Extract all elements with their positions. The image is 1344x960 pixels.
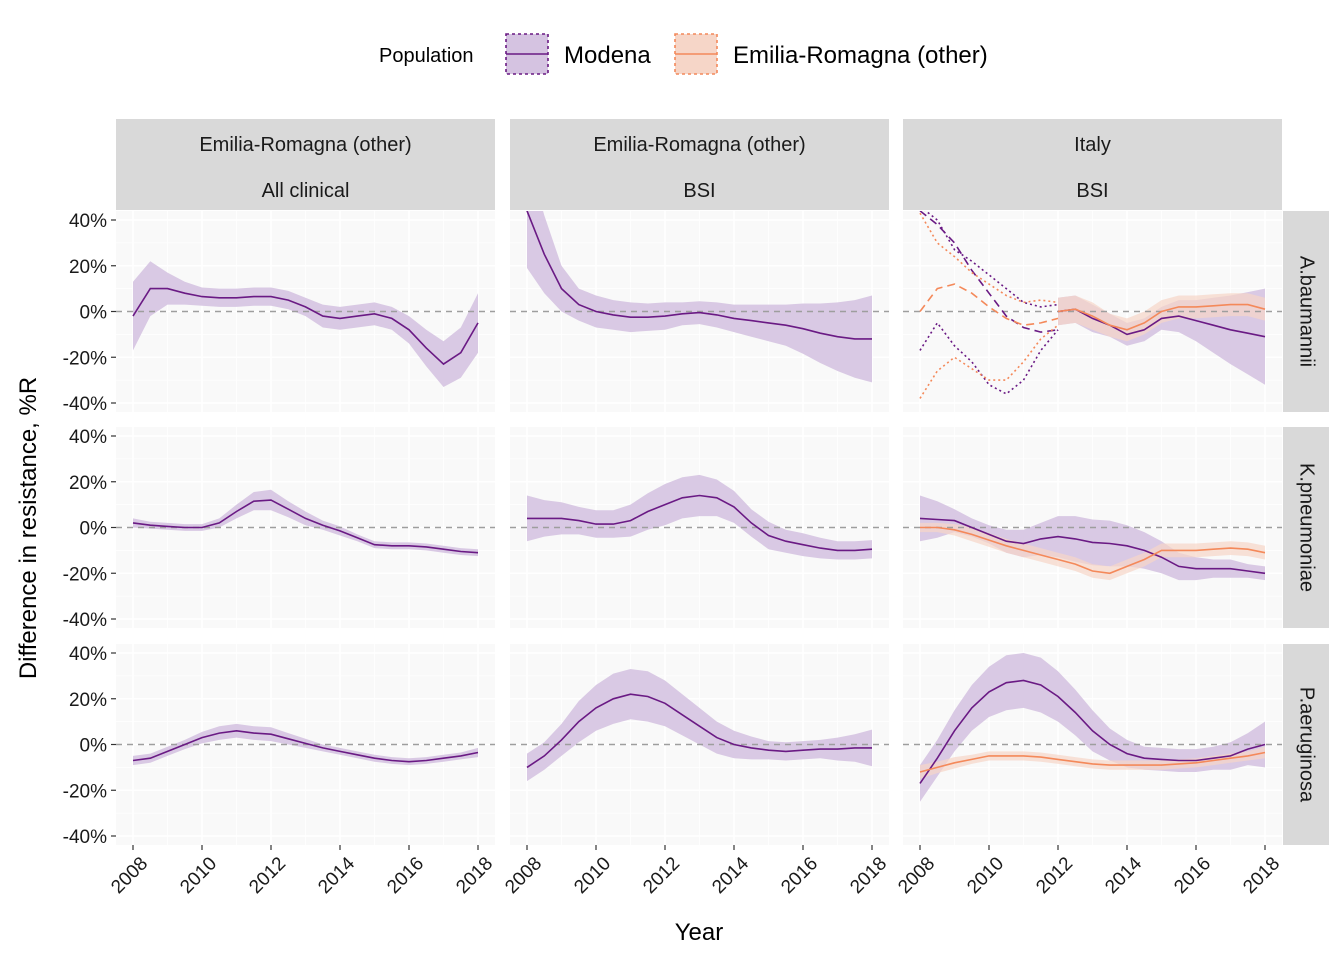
series-line-modena [526, 693, 872, 769]
row-strip [1283, 644, 1329, 845]
panel-data [903, 211, 1282, 399]
column-strip-label-bottom: BSI [683, 180, 715, 202]
x-tick-label: 2018 [846, 853, 891, 898]
x-tick-label: 2018 [452, 853, 497, 898]
y-tick-label: 20% [69, 473, 107, 494]
ci-ribbon-modena [527, 669, 872, 782]
column-strip-label-top: Emilia-Romagna (other) [593, 134, 805, 156]
x-tick-label: 2008 [107, 853, 152, 898]
ci-bound-lower-emilia-romagna-other [919, 324, 1059, 399]
y-tick-label: 20% [69, 690, 107, 711]
row-strip-label-k-pneumoniae: K.pneumoniae [1296, 463, 1318, 592]
ci-ribbon-modena [133, 489, 478, 557]
x-tick-label: 2010 [176, 853, 221, 898]
ci-bound-upper-emilia-romagna-other [919, 212, 1059, 304]
x-tick-label: 2008 [501, 853, 546, 898]
x-tick-label: 2016 [777, 853, 822, 898]
series-line-emilia-romagna-other [920, 526, 1266, 575]
row-strip [1283, 427, 1329, 628]
panel-data [116, 723, 495, 766]
panel-data [510, 669, 889, 782]
column-strip [116, 119, 495, 210]
panel-data [116, 261, 495, 387]
series-line-modena [132, 729, 479, 763]
y-axis-title: Difference in resistance, %R [15, 377, 42, 679]
column-strip-label-bottom: All clinical [262, 180, 350, 202]
y-tick-label: -20% [63, 348, 107, 369]
x-tick-label: 2016 [383, 853, 428, 898]
x-tick-label: 2010 [963, 853, 1008, 898]
panel-data [510, 474, 889, 560]
row-strip-label-a-baumannii: A.baumannii [1296, 256, 1318, 367]
x-tick-label: 2012 [639, 853, 684, 898]
column-strip-label-top: Emilia-Romagna (other) [199, 134, 411, 156]
panel-data [510, 211, 889, 383]
series-line-emilia-romagna-other [919, 751, 1266, 773]
y-tick-label: 20% [69, 257, 107, 278]
x-tick-label: 2010 [570, 853, 615, 898]
x-tick-label: 2014 [1101, 853, 1146, 898]
y-tick-label: -40% [63, 394, 107, 415]
panel-data [903, 653, 1282, 802]
column-strip [903, 119, 1282, 210]
legend: Population Modena Emilia-Romagna (other) [379, 33, 988, 75]
y-tick-label: 40% [69, 211, 107, 232]
ci-ribbon-modena [527, 211, 872, 383]
y-tick-label: 0% [80, 736, 108, 757]
x-tick-label: 2016 [1170, 853, 1215, 898]
series-line-modena [1057, 308, 1266, 338]
y-tick-label: -40% [63, 610, 107, 631]
x-tick-label: 2014 [708, 853, 753, 898]
x-tick-label: 2012 [245, 853, 290, 898]
ci-ribbon-emilia-romagna-other [920, 522, 1265, 581]
ci-ribbon-emilia-romagna-other [920, 746, 1265, 779]
column-strip-label-bottom: BSI [1076, 180, 1108, 202]
y-tick-label: 0% [80, 303, 108, 324]
series-line-modena [527, 494, 873, 552]
x-tick-label: 2008 [894, 853, 939, 898]
series-line-emilia-romagna-other [1057, 303, 1266, 331]
ci-ribbon-modena [920, 495, 1265, 581]
series-line-modena [132, 287, 479, 366]
y-tick-label: -20% [63, 564, 107, 585]
column-strip [510, 119, 889, 210]
row-strip [1283, 211, 1329, 412]
y-tick-label: -20% [63, 781, 107, 802]
legend-title: Population [379, 45, 474, 67]
ci-bound-upper-modena [924, 211, 1059, 308]
x-tick-label: 2014 [314, 853, 359, 898]
legend-label-emilia-romagna: Emilia-Romagna (other) [733, 42, 988, 69]
y-tick-label: 40% [69, 427, 107, 448]
series-line-modena [919, 517, 1266, 575]
legend-label-modena: Modena [564, 42, 651, 69]
ci-ribbon-modena [527, 474, 872, 560]
panel-data [903, 495, 1282, 581]
series-line-modena [919, 679, 1266, 784]
series-line-modena [526, 211, 872, 340]
ci-ribbon-modena [133, 261, 478, 387]
column-strip-label-top: Italy [1074, 134, 1111, 156]
x-tick-label: 2018 [1239, 853, 1284, 898]
panel-data [116, 489, 495, 557]
y-tick-label: 0% [80, 519, 108, 540]
series-line-extrapolated-modena [919, 211, 1059, 333]
y-tick-label: -40% [63, 827, 107, 848]
y-tick-label: 40% [69, 644, 107, 665]
row-strip-label-p-aeruginosa: P.aeruginosa [1296, 687, 1318, 803]
x-axis-title: Year [675, 919, 724, 946]
x-tick-label: 2012 [1032, 853, 1077, 898]
series-line-modena [132, 499, 479, 554]
